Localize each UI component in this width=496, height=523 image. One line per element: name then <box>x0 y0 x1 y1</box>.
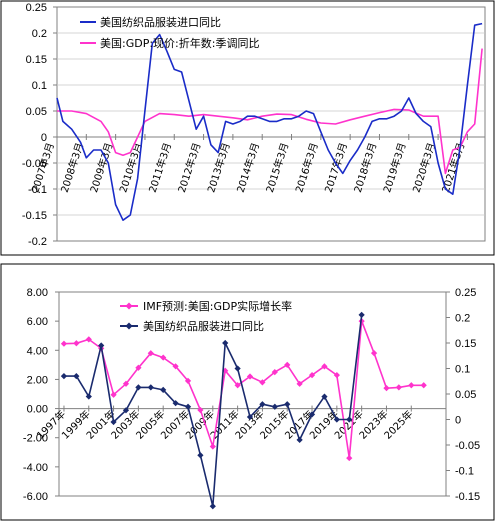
series-1-point <box>271 369 278 376</box>
series-2-point <box>147 384 154 391</box>
left-y-tick-label: 8.00 <box>27 287 48 299</box>
series-1-point <box>197 406 204 414</box>
series-line-2 <box>57 48 483 175</box>
series-2-point <box>333 416 340 423</box>
right-y-tick-label: 0.1 <box>455 364 470 376</box>
series-1-point <box>85 336 92 343</box>
series-2-point <box>122 407 130 414</box>
series-2-point <box>321 393 328 400</box>
legend-label-series-1: IMF预测:美国:GDP实际增长率 <box>143 299 292 313</box>
left-y-tick-label: 2.00 <box>27 374 48 386</box>
series-1-point <box>147 350 154 357</box>
y-tick-label: -0.2 <box>28 236 47 248</box>
series-1-point <box>234 382 241 389</box>
series-2-point <box>246 413 254 421</box>
chart-top-legend: 美国纺织品服装进口同比 美国:GDP:现价:折年数:季调同比 <box>80 15 259 50</box>
series-2-point <box>284 401 291 408</box>
y-tick-label: 0.1 <box>32 80 47 92</box>
series-2-point <box>358 311 365 319</box>
right-y-tick-label: 0.25 <box>455 287 476 299</box>
y-tick-label: 0.15 <box>26 54 47 66</box>
series-1-point <box>346 454 353 462</box>
y-tick-label: 0.2 <box>32 28 47 40</box>
series-1-point <box>420 382 427 389</box>
y-tick-label: -0.15 <box>22 210 47 222</box>
legend-marker-series-1 <box>125 302 133 310</box>
right-y-tick-label: 0 <box>455 415 461 427</box>
series-1-point <box>122 380 130 387</box>
series-1-point <box>321 363 328 370</box>
y-tick-label: 0 <box>41 132 47 144</box>
series-2-point <box>346 416 353 423</box>
series-line-1 <box>63 320 424 459</box>
left-y-tick-label: 6.00 <box>27 316 48 328</box>
y-tick-label: -0.05 <box>22 158 47 170</box>
series-2-point <box>98 342 105 349</box>
series-2-point <box>209 503 216 510</box>
chart-bottom-legend: IMF预测:美国:GDP实际增长率 美国纺织品服装进口同比 <box>120 299 292 333</box>
chart-bottom: 8.00 6.00 4.00 2.00 0.00 -2.00 -4.00 -6.00 0.25 0… <box>0 263 495 521</box>
y-tick-label: 0.25 <box>26 2 47 14</box>
series-line-1 <box>56 22 483 221</box>
chart-top-gridlines <box>57 32 485 216</box>
series-2-point <box>135 384 142 391</box>
series-1-point <box>259 379 266 386</box>
y-tick-label: -0.1 <box>28 184 47 196</box>
legend-label-series-2: 美国纺织品服装进口同比 <box>143 319 264 333</box>
series-2-point <box>234 365 241 372</box>
series-2-point <box>296 436 303 444</box>
left-y-tick-label: -2.00 <box>23 433 48 445</box>
right-y-tick-label: 0.15 <box>455 338 476 350</box>
left-y-tick-label: 0.00 <box>27 404 48 416</box>
y-tick-label: 0.05 <box>26 106 47 118</box>
right-y-tick-label: 0.05 <box>455 389 476 401</box>
series-1-point <box>308 371 316 379</box>
legend-label-series-1: 美国纺织品服装进口同比 <box>100 15 221 29</box>
series-1-point <box>296 380 303 387</box>
series-1-point <box>209 443 216 450</box>
series-1-point <box>135 364 142 371</box>
right-y-tick-label: -0.05 <box>455 440 480 452</box>
chart-top-plot-area <box>56 6 486 242</box>
legend-marker-series-2 <box>125 322 133 330</box>
legend-label-series-2: 美国:GDP:现价:折年数:季调同比 <box>100 36 259 50</box>
chart-top: 0.250.20.150.10.050-0.05-0.1-0.15-0.2 20… <box>0 0 495 256</box>
right-y-tick-label: 0.2 <box>455 313 470 325</box>
left-y-tick-label: 4.00 <box>27 345 48 357</box>
left-y-tick-label: -4.00 <box>23 462 48 474</box>
series-1-point <box>110 391 117 398</box>
series-2-point <box>110 418 117 426</box>
series-1-point <box>370 350 378 357</box>
series-1-point <box>383 385 390 392</box>
series-2-point <box>308 411 316 418</box>
chart-top-y-axis: 0.25 0.2 0.15 0.1 0.05 0 -0.05 -0.1 -0.15 -0.2 <box>22 2 57 248</box>
right-y-tick-label: -0.1 <box>455 466 474 478</box>
chart-bottom-series <box>60 311 427 510</box>
series-1-point <box>246 373 254 380</box>
series-1-point <box>395 384 402 391</box>
series-2-point <box>222 339 229 347</box>
series-2-point <box>172 400 179 407</box>
right-y-tick-label: -0.15 <box>455 491 480 503</box>
left-y-tick-label: -6.00 <box>23 491 48 503</box>
chart-top-series <box>56 22 483 221</box>
